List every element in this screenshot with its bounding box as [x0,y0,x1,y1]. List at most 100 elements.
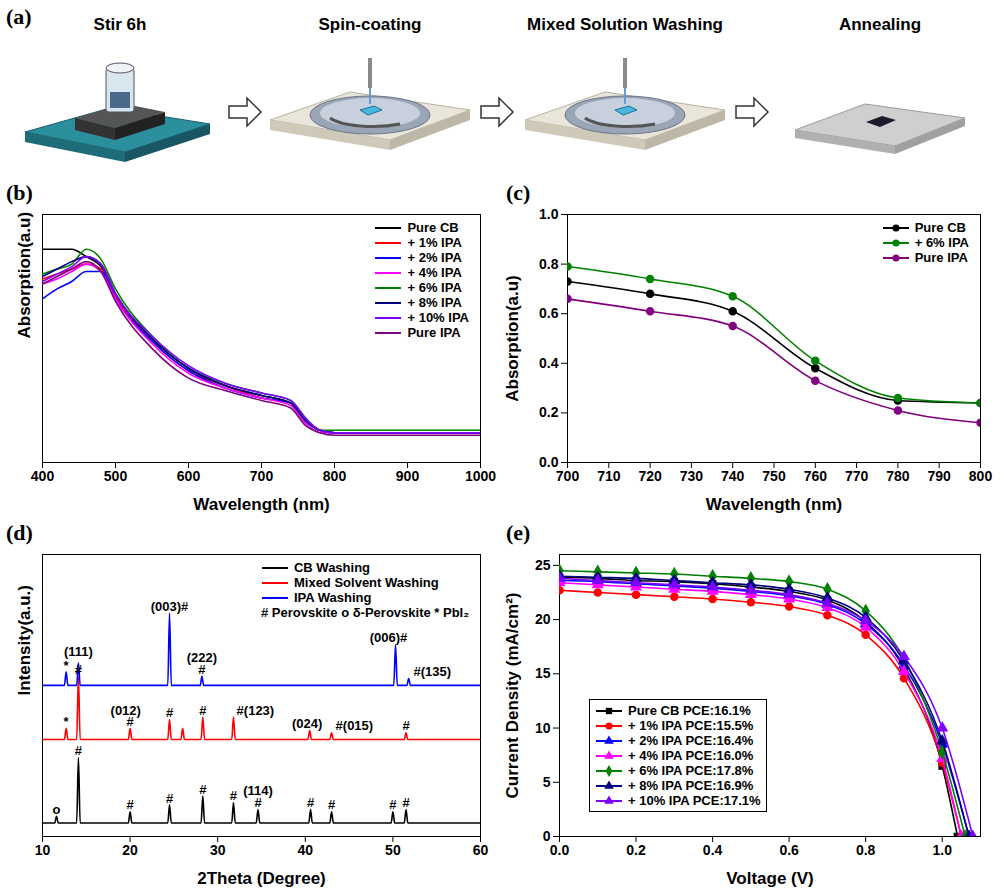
html-text:+ 2% IPA: + 2% IPA [407,250,462,265]
svg-text:30: 30 [210,842,226,858]
svg-text:700: 700 [250,468,274,484]
svg-text:(114): (114) [243,783,273,798]
svg-text:#: # [166,791,174,806]
svg-text:(012): (012) [111,703,141,718]
svg-text:#: # [402,718,410,733]
svg-text:0.2: 0.2 [626,842,646,858]
svg-text:Absorption(a.u): Absorption(a.u) [503,275,522,402]
svg-text:o: o [53,802,61,817]
svg-text:0.2: 0.2 [539,404,559,420]
svg-text:800: 800 [969,468,993,484]
svg-text:0.8: 0.8 [539,256,559,272]
svg-text:720: 720 [638,468,662,484]
svg-text:25: 25 [535,557,551,573]
svg-text:730: 730 [680,468,704,484]
svg-text:Current Density (mA/cm²): Current Density (mA/cm²) [503,593,522,799]
svg-text:15: 15 [535,665,551,681]
svg-text:(111): (111) [64,644,93,659]
svg-text:740: 740 [721,468,745,484]
svg-text:700: 700 [556,468,580,484]
svg-text:0.0: 0.0 [550,842,570,858]
svg-text:Stir 6h: Stir 6h [94,15,147,34]
svg-text:(006)#: (006)# [370,630,408,645]
svg-text:800: 800 [323,468,347,484]
svg-text:760: 760 [804,468,828,484]
svg-text:#: # [166,705,174,720]
svg-text:40: 40 [298,842,314,858]
html-text:Mixed Solvent Washing: Mixed Solvent Washing [294,575,439,590]
svg-text:1.0: 1.0 [539,206,559,222]
html-text:CB Washing: CB Washing [294,560,370,575]
svg-text:1.0: 1.0 [932,842,952,858]
html-text:Pure IPA: Pure IPA [914,250,968,265]
svg-text:#: # [328,797,336,812]
svg-text:(a): (a) [6,4,32,29]
svg-text:Mixed Solution Washing: Mixed Solution Washing [527,15,723,34]
svg-text:*: * [64,714,70,729]
svg-text:0.0: 0.0 [539,454,559,470]
svg-text:20: 20 [122,842,138,858]
svg-text:900: 900 [396,468,420,484]
svg-text:Intensity(a.u.): Intensity(a.u.) [15,585,34,696]
svg-text:(222): (222) [187,650,217,665]
svg-text:#(135): #(135) [414,664,452,679]
html-text:(b): (b) [6,180,33,205]
svg-text:500: 500 [104,468,128,484]
svg-text:#: # [389,797,397,812]
svg-text:Spin-coating: Spin-coating [319,15,422,34]
svg-text:#: # [199,782,207,797]
svg-text:10: 10 [35,842,51,858]
svg-text:710: 710 [597,468,621,484]
html-text:Pure CB: Pure CB [407,220,459,235]
svg-text:790: 790 [928,468,952,484]
svg-text:#(123): #(123) [237,703,275,718]
svg-text:#: # [75,743,83,758]
svg-text:400: 400 [31,468,55,484]
svg-text:0.4: 0.4 [539,355,559,371]
svg-text:0.4: 0.4 [703,842,723,858]
svg-text:Wavelength (nm): Wavelength (nm) [193,495,329,514]
svg-text:10: 10 [535,720,551,736]
svg-text:#: # [307,795,315,810]
svg-text:Voltage (V): Voltage (V) [726,869,814,888]
svg-text:Wavelength (nm): Wavelength (nm) [706,495,842,514]
svg-text:60: 60 [473,842,489,858]
svg-text:#: # [75,662,83,677]
svg-text:#: # [126,797,134,812]
html-text:+ 8% IPA: + 8% IPA [407,295,462,310]
svg-text:Absorption(a.u): Absorption(a.u) [15,212,34,339]
svg-text:20: 20 [535,611,551,627]
html-text:IPA Washing: IPA Washing [294,590,372,605]
svg-text:(024): (024) [292,716,322,731]
svg-text:770: 770 [845,468,869,484]
svg-text:0.6: 0.6 [779,842,799,858]
svg-text:50: 50 [385,842,401,858]
svg-text:#: # [199,703,207,718]
svg-text:0.6: 0.6 [539,305,559,321]
html-text:+ 4% IPA: + 4% IPA [407,265,462,280]
svg-text:(003)#: (003)# [151,599,189,614]
html-text:Pure CB: Pure CB [914,220,966,235]
html-text:(e): (e) [506,520,531,545]
svg-text:Annealing: Annealing [839,15,921,34]
svg-text:750: 750 [762,468,786,484]
svg-text:#: # [402,795,410,810]
svg-text:780: 780 [886,468,910,484]
svg-text:#: # [230,788,238,803]
svg-text:600: 600 [177,468,201,484]
svg-text:5: 5 [543,774,551,790]
svg-text:1000: 1000 [465,468,496,484]
html-text:Pure IPA: Pure IPA [407,325,461,340]
html-text:Pure CB PCE:16.1%: Pure CB PCE:16.1% [628,703,751,718]
html-text:(d): (d) [6,520,33,545]
svg-text:0.8: 0.8 [856,842,876,858]
html-text:+ 6% IPA: + 6% IPA [407,280,462,295]
html-text:+ 10% IPA: + 10% IPA [407,310,469,325]
html-text:+ 6% IPA: + 6% IPA [914,235,969,250]
html-text:+ 1% IPA: + 1% IPA [407,235,462,250]
svg-text:#(015): #(015) [336,718,374,733]
svg-text:*: * [64,658,70,673]
html-text:# Perovskite o δ-Perovskite *: # Perovskite o δ-Perovskite * PbI₂ [261,605,469,620]
html-text:(c): (c) [506,180,531,205]
svg-text:2Theta (Degree): 2Theta (Degree) [197,869,325,888]
